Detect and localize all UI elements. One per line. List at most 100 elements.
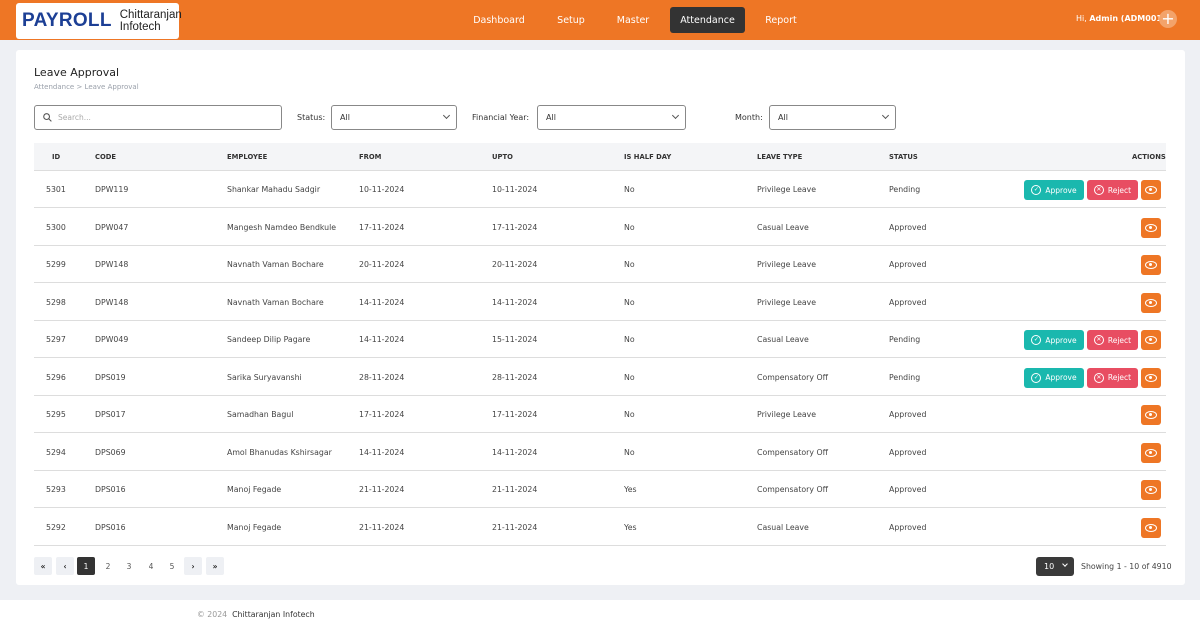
cell-half-day: No <box>624 297 635 307</box>
cell-code: DPS069 <box>95 447 126 457</box>
top-navbar: PAYROLL Chittaranjan Infotech Dashboard … <box>0 0 1200 40</box>
cell-status: Approved <box>889 522 927 532</box>
cell-half-day: Yes <box>624 522 637 532</box>
month-select[interactable]: All <box>769 105 896 130</box>
eye-icon <box>1145 448 1157 457</box>
cell-upto: 17-11-2024 <box>492 222 538 232</box>
copyright-year: © 2024 <box>197 610 228 619</box>
cell-leave-type: Privilege Leave <box>757 260 817 269</box>
user-greeting: Hi, Admin (ADM001) <box>1076 14 1166 23</box>
add-icon[interactable]: + <box>1159 10 1177 28</box>
col-status[interactable]: STATUS <box>889 153 918 161</box>
col-is-half-day[interactable]: IS HALF DAY <box>624 153 672 161</box>
last-page-button[interactable]: » <box>206 557 224 575</box>
eye-icon <box>1145 261 1157 269</box>
page-1[interactable]: 1 <box>77 557 95 575</box>
cell-id: 5295 <box>46 410 66 419</box>
table-row <box>34 471 1166 508</box>
view-button[interactable] <box>1141 442 1161 463</box>
breadcrumb[interactable]: Attendance > Leave Approval <box>34 83 139 91</box>
per-page-value: 10 <box>1044 562 1055 571</box>
cell-status: Approved <box>889 260 927 269</box>
prev-page-button[interactable]: ‹ <box>56 557 74 575</box>
table-row <box>34 171 1166 208</box>
cell-leave-type: Casual Leave <box>757 222 809 232</box>
col-employee[interactable]: EMPLOYEE <box>227 153 268 161</box>
per-page-select[interactable]: 10 <box>1036 557 1074 576</box>
col-upto[interactable]: UPTO <box>492 153 513 161</box>
next-page-button[interactable]: › <box>184 557 202 575</box>
page-3[interactable]: 3 <box>126 561 132 571</box>
page-5[interactable]: 5 <box>169 561 175 571</box>
financial-year-select[interactable]: All <box>537 105 686 130</box>
nav-report[interactable]: Report <box>765 14 797 26</box>
nav-attendance[interactable]: Attendance <box>670 7 745 33</box>
reject-button[interactable]: ✕ Reject <box>1087 367 1138 388</box>
view-button[interactable] <box>1141 217 1161 238</box>
cell-upto: 14-11-2024 <box>492 297 538 307</box>
search-input[interactable] <box>58 113 258 122</box>
cell-code: DPW148 <box>95 260 129 269</box>
approve-label: Approve <box>1045 373 1077 382</box>
cell-status: Approved <box>889 447 927 457</box>
nav-setup[interactable]: Setup <box>557 14 585 26</box>
page-title: Leave Approval <box>34 66 120 79</box>
page-4[interactable]: 4 <box>148 561 154 571</box>
check-icon: ✓ <box>1031 185 1042 195</box>
col-from[interactable]: FROM <box>359 153 382 161</box>
approve-label: Approve <box>1045 335 1077 345</box>
brand-subtitle-line2: Infotech <box>119 21 161 33</box>
col-code[interactable]: CODE <box>95 153 117 161</box>
cell-leave-type: Casual Leave <box>757 522 809 532</box>
search-box[interactable] <box>34 105 282 130</box>
table-row <box>34 284 1166 321</box>
reject-button[interactable]: ✕ Reject <box>1087 330 1138 350</box>
nav-dashboard[interactable]: Dashboard <box>473 14 525 26</box>
approve-button[interactable]: ✓ Approve <box>1024 180 1084 200</box>
brand-logo[interactable]: PAYROLL Chittaranjan Infotech <box>16 3 182 39</box>
cell-code: DPS016 <box>95 485 126 494</box>
reject-button[interactable]: ✕ Reject <box>1087 180 1138 200</box>
reject-label: Reject <box>1107 335 1132 345</box>
brand-subtitle: Chittaranjan Infotech <box>120 9 182 33</box>
table-row <box>34 434 1166 471</box>
approve-label: Approve <box>1045 185 1077 195</box>
brand-name: PAYROLL <box>22 10 112 31</box>
eye-icon <box>1145 486 1157 494</box>
cell-employee: Navnath Vaman Bochare <box>227 260 324 269</box>
page-2[interactable]: 2 <box>105 561 111 571</box>
table-row <box>34 396 1166 433</box>
cell-employee: Navnath Vaman Bochare <box>227 297 324 307</box>
view-button[interactable] <box>1141 517 1161 538</box>
cell-half-day: No <box>624 410 635 419</box>
cell-leave-type: Compensatory Off <box>757 485 828 494</box>
first-page-button[interactable]: « <box>34 557 52 575</box>
cell-employee: Manoj Fegade <box>227 485 282 494</box>
approve-button[interactable]: ✓ Approve <box>1024 367 1084 388</box>
eye-icon <box>1145 523 1157 532</box>
view-button[interactable] <box>1141 330 1161 350</box>
table-row <box>34 509 1166 546</box>
cell-status: Approved <box>889 485 927 494</box>
cell-from: 21-11-2024 <box>359 485 405 494</box>
view-button[interactable] <box>1141 180 1161 200</box>
user-name: Admin (ADM001) <box>1089 14 1166 23</box>
view-button[interactable] <box>1141 292 1161 313</box>
view-button[interactable] <box>1141 255 1161 275</box>
approve-button[interactable]: ✓ Approve <box>1024 330 1084 350</box>
reject-label: Reject <box>1107 373 1132 382</box>
search-icon <box>43 113 52 122</box>
cell-status: Pending <box>889 372 921 382</box>
col-id[interactable]: ID <box>52 153 61 161</box>
view-button[interactable] <box>1141 480 1161 500</box>
view-button[interactable] <box>1141 367 1161 388</box>
nav-master[interactable]: Master <box>616 14 650 26</box>
view-button[interactable] <box>1141 405 1161 425</box>
cell-upto: 17-11-2024 <box>492 410 538 419</box>
cell-upto: 21-11-2024 <box>492 485 538 494</box>
col-leave-type[interactable]: LEAVE TYPE <box>757 153 803 161</box>
cell-upto: 20-11-2024 <box>492 260 538 269</box>
cell-half-day: No <box>624 335 635 344</box>
cell-status: Pending <box>889 335 921 344</box>
status-select[interactable]: All <box>331 105 457 130</box>
